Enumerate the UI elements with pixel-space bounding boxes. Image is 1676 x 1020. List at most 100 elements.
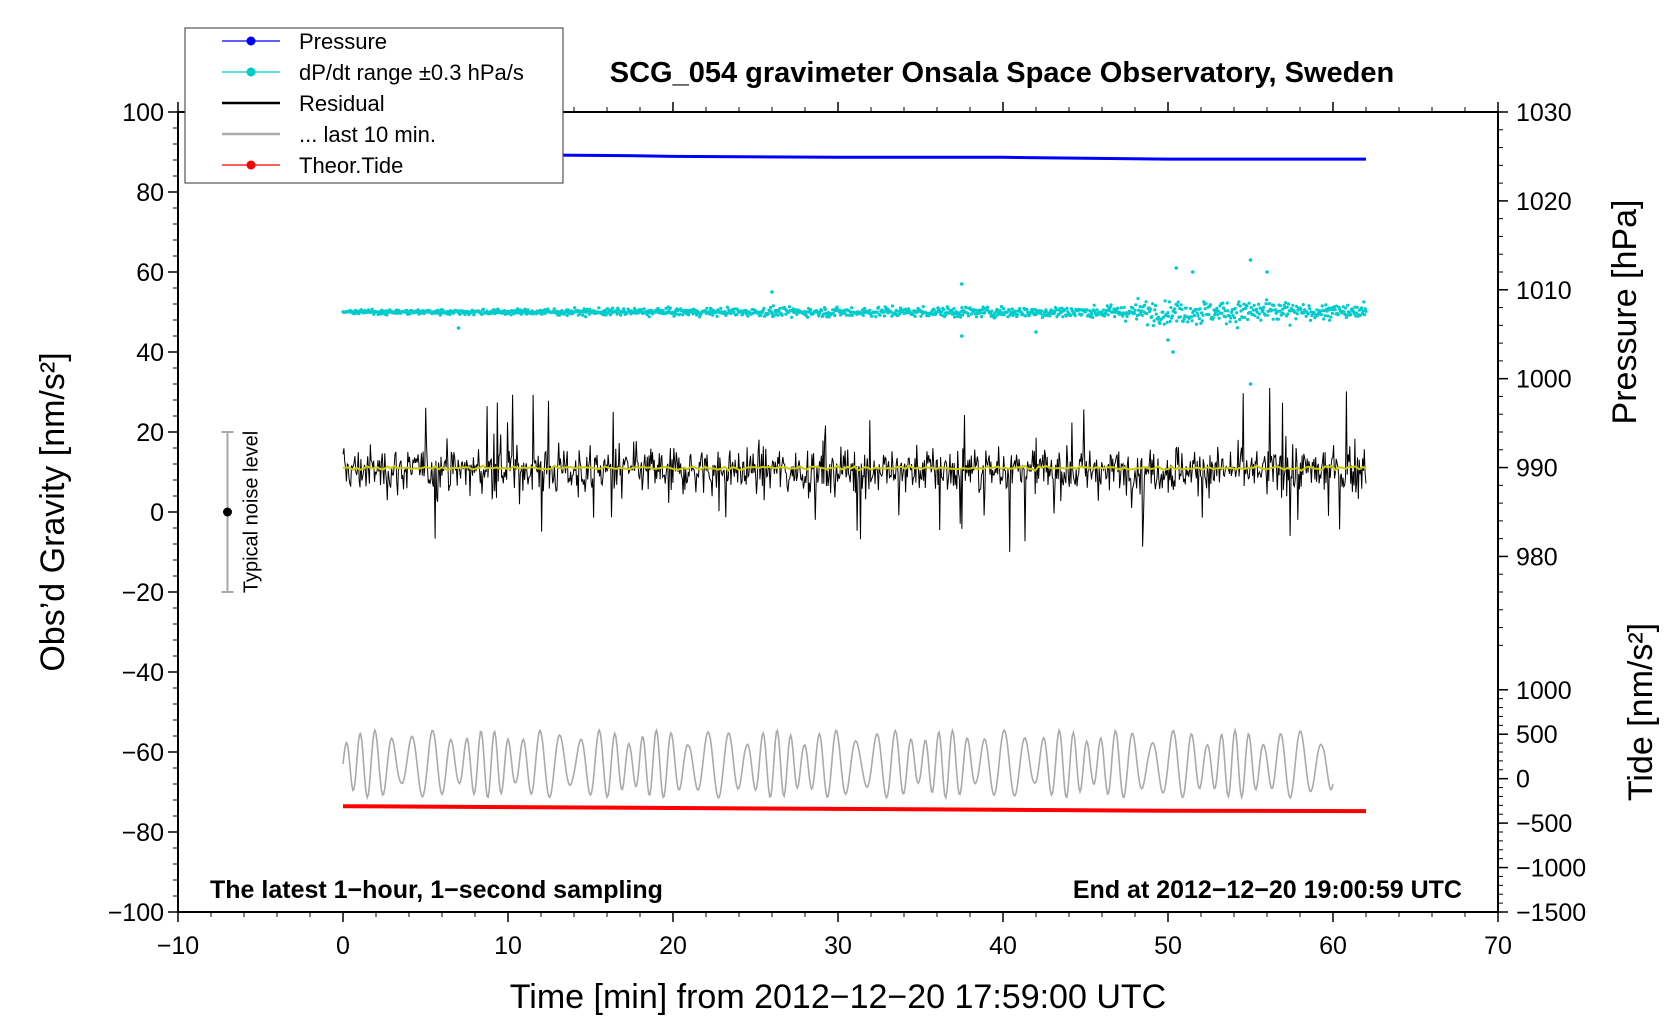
dpdt-point — [995, 307, 999, 311]
dpdt-point — [726, 311, 730, 315]
dpdt-outlier — [959, 282, 964, 286]
dpdt-point — [1025, 307, 1029, 312]
pressure-tick-label: 980 — [1516, 543, 1558, 571]
dpdt-point — [1320, 304, 1324, 308]
tide-tick-label: −500 — [1516, 810, 1572, 838]
dpdt-point — [1221, 306, 1226, 310]
dpdt-outlier — [1190, 270, 1195, 274]
dpdt-point — [979, 311, 983, 315]
dpdt-point — [996, 313, 1000, 317]
dpdt-point — [1238, 317, 1242, 322]
dpdt-point — [1349, 313, 1353, 317]
dpdt-point — [1286, 312, 1290, 316]
dpdt-point — [1278, 309, 1282, 313]
dpdt-point — [1245, 304, 1249, 308]
dpdt-point — [882, 314, 887, 318]
legend-swatch-dot — [246, 67, 256, 77]
dpdt-point — [1105, 304, 1109, 308]
dpdt-point — [847, 313, 852, 317]
dpdt-outlier — [1171, 350, 1175, 354]
dpdt-point — [1208, 303, 1212, 307]
y-tick-label: 60 — [136, 259, 164, 287]
dpdt-point — [953, 315, 957, 319]
x-tick-label: 70 — [1484, 932, 1512, 960]
legend: Pressure dP/dt range ±0.3 hPa/s Residual..… — [184, 27, 564, 184]
dpdt-point — [1108, 305, 1112, 309]
dpdt-point — [921, 305, 925, 309]
dpdt-point — [1362, 313, 1367, 317]
dpdt-point — [687, 313, 691, 317]
dpdt-point — [960, 306, 964, 310]
dpdt-outlier — [456, 326, 461, 330]
pressure-tick-label: 990 — [1516, 455, 1558, 483]
dpdt-point — [790, 315, 794, 319]
dpdt-point — [668, 306, 673, 310]
dpdt-point — [1015, 313, 1020, 317]
dpdt-point — [1346, 303, 1350, 307]
dpdt-point — [762, 306, 766, 310]
dpdt-point — [1132, 311, 1136, 315]
dpdt-point — [1134, 303, 1138, 307]
dpdt-point — [642, 307, 646, 311]
dpdt-point — [458, 312, 462, 316]
dpdt-point — [919, 314, 923, 318]
dpdt-point — [1133, 308, 1137, 312]
dpdt-point — [1291, 303, 1295, 307]
dpdt-point — [1181, 319, 1185, 323]
dpdt-point — [565, 313, 569, 318]
tide-tick-label: −1000 — [1516, 855, 1586, 883]
tide-tick-label: 500 — [1516, 721, 1558, 749]
dpdt-point — [1192, 313, 1196, 318]
dpdt-point — [870, 314, 874, 318]
dpdt-point — [937, 307, 941, 311]
dpdt-point — [993, 315, 998, 319]
dpdt-point — [1216, 309, 1220, 313]
dpdt-point — [1072, 311, 1076, 315]
dpdt-point — [1180, 307, 1184, 312]
dpdt-point — [1237, 300, 1241, 304]
dpdt-point — [674, 312, 678, 316]
dpdt-point — [990, 309, 994, 313]
dpdt-point — [1165, 320, 1169, 324]
dpdt-point — [1080, 312, 1084, 317]
dpdt-point — [681, 313, 685, 317]
dpdt-point — [793, 308, 797, 312]
dpdt-point — [1195, 311, 1199, 315]
dpdt-point — [1173, 310, 1177, 315]
dpdt-point — [1090, 312, 1094, 316]
dpdt-point — [1226, 309, 1230, 313]
dpdt-point — [806, 315, 810, 319]
legend-label: ... last 10 min. — [299, 122, 436, 147]
dpdt-point — [647, 315, 651, 319]
dpdt-point — [1240, 315, 1245, 319]
dpdt-point — [850, 313, 854, 317]
dpdt-point — [1159, 317, 1163, 321]
dpdt-point — [860, 308, 865, 312]
axis-ticks: −10 0 10 20 30 40 50 60 70−100−80−60−40−20020406… — [108, 99, 1587, 960]
dpdt-point — [611, 306, 615, 310]
dpdt-point — [1002, 307, 1006, 311]
dpdt-point — [584, 315, 588, 319]
dpdt-point — [1194, 307, 1198, 311]
dpdt-point — [966, 314, 971, 318]
dpdt-point — [1355, 305, 1359, 309]
dpdt-point — [746, 314, 750, 318]
last-10-min-series — [342, 726, 1334, 801]
dpdt-point — [1061, 315, 1065, 319]
dpdt-point — [1323, 314, 1327, 318]
dpdt-point — [1229, 310, 1234, 314]
dpdt-point — [787, 305, 792, 309]
dpdt-point — [573, 306, 577, 310]
dpdt-point — [809, 308, 813, 312]
dpdt-point — [1330, 311, 1334, 315]
dpdt-point — [1267, 302, 1272, 306]
dpdt-point — [1109, 303, 1113, 307]
dpdt-point — [1308, 307, 1312, 311]
dpdt-point — [1006, 315, 1010, 319]
dpdt-point — [771, 304, 776, 308]
y-tick-label: 40 — [136, 339, 164, 367]
x-tick-label: 40 — [989, 932, 1017, 960]
x-tick-label: 60 — [1319, 932, 1347, 960]
dpdt-point — [883, 305, 887, 309]
